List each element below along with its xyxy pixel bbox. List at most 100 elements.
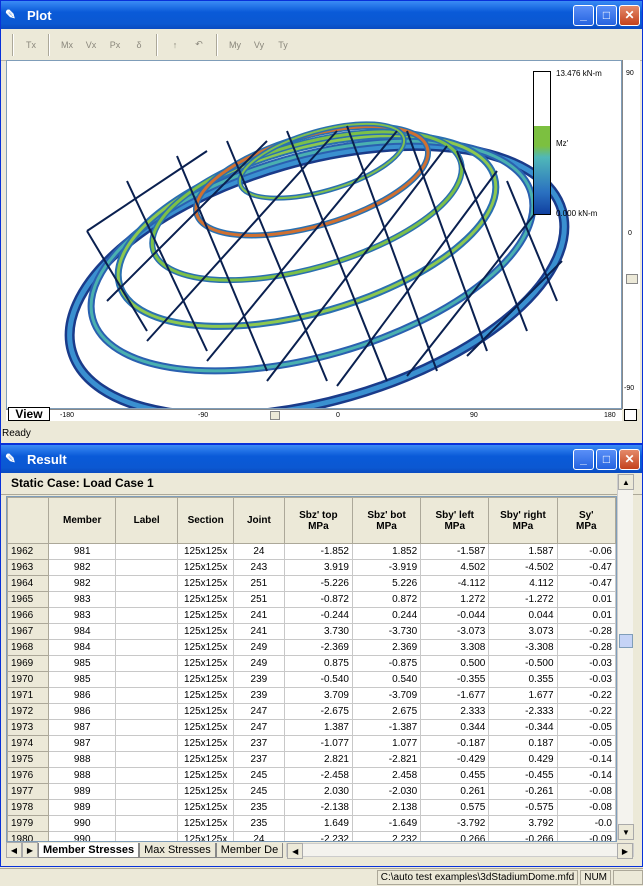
table-cell[interactable]: 125x125x xyxy=(177,767,234,784)
table-cell[interactable]: 1.272 xyxy=(420,591,490,608)
table-cell[interactable]: 2.369 xyxy=(351,639,422,656)
table-cell[interactable]: 125x125x xyxy=(177,559,234,576)
table-cell[interactable]: 249 xyxy=(233,639,285,656)
row-number[interactable]: 1969 xyxy=(7,655,50,672)
table-cell[interactable]: 247 xyxy=(233,719,285,736)
table-row[interactable]: 1973 987 125x125x 247 1.387 -1.387 0.344 -0.344… xyxy=(7,719,616,736)
table-row[interactable]: 1971 986 125x125x 239 3.709 -3.709 -1.677 1.677… xyxy=(7,687,616,704)
table-cell[interactable] xyxy=(115,687,179,704)
table-cell[interactable]: 983 xyxy=(48,607,117,624)
row-number[interactable]: 1965 xyxy=(7,591,50,608)
table-cell[interactable]: 3.308 xyxy=(420,639,490,656)
table-cell[interactable]: 0.875 xyxy=(283,655,353,672)
table-cell[interactable]: -0.344 xyxy=(488,719,558,736)
table-cell[interactable]: -0.47 xyxy=(556,559,616,576)
table-row[interactable]: 1980 990 125x125x 24 -2.232 2.232 0.266 -0.266-… xyxy=(7,831,616,841)
table-cell[interactable]: -1.587 xyxy=(420,543,490,560)
table-cell[interactable]: -3.919 xyxy=(351,559,422,576)
table-cell[interactable]: -3.792 xyxy=(420,815,490,832)
table-cell[interactable]: -1.852 xyxy=(283,543,353,560)
table-cell[interactable]: -1.272 xyxy=(488,591,558,608)
table-cell[interactable]: -4.502 xyxy=(488,559,558,576)
table-cell[interactable]: -0.28 xyxy=(556,623,616,640)
table-cell[interactable]: 125x125x xyxy=(177,719,234,736)
table-cell[interactable]: -4.112 xyxy=(420,575,490,592)
y-axis-handle[interactable] xyxy=(626,274,638,284)
table-cell[interactable]: 987 xyxy=(48,735,117,752)
table-row[interactable]: 1969 985 125x125x 249 0.875 -0.875 0.500 -0.500… xyxy=(7,655,616,672)
table-cell[interactable] xyxy=(115,671,179,688)
undo-icon[interactable]: ↶ xyxy=(195,39,203,49)
column-header[interactable]: Sby' left MPa xyxy=(420,497,490,544)
table-row[interactable]: 1970 985 125x125x 239 -0.540 0.540 -0.355 0.355… xyxy=(7,671,616,688)
table-cell[interactable]: 1.852 xyxy=(351,543,422,560)
table-cell[interactable]: 989 xyxy=(48,783,117,800)
table-cell[interactable]: 2.821 xyxy=(283,751,353,768)
row-number[interactable]: 1980 xyxy=(7,831,50,841)
table-cell[interactable]: 0.500 xyxy=(420,655,490,672)
table-cell[interactable]: -3.709 xyxy=(351,687,422,704)
table-cell[interactable]: 981 xyxy=(48,543,117,560)
table-cell[interactable] xyxy=(115,799,179,816)
vy-tool-icon[interactable]: Vy xyxy=(253,39,265,50)
table-cell[interactable]: -2.138 xyxy=(283,799,353,816)
table-cell[interactable] xyxy=(115,751,179,768)
table-cell[interactable]: -2.333 xyxy=(488,703,558,720)
table-cell[interactable] xyxy=(115,591,179,608)
tab-prev-icon[interactable]: ◀ xyxy=(6,842,22,858)
table-cell[interactable]: 5.226 xyxy=(351,575,422,592)
table-cell[interactable]: -0.575 xyxy=(488,799,558,816)
table-cell[interactable]: -2.369 xyxy=(283,639,353,656)
table-cell[interactable]: 0.01 xyxy=(556,591,616,608)
mx-tool-icon[interactable]: Mx xyxy=(61,39,73,50)
row-number[interactable]: 1977 xyxy=(7,783,50,800)
row-number[interactable]: 1978 xyxy=(7,799,50,816)
table-cell[interactable]: -5.226 xyxy=(283,575,353,592)
table-cell[interactable]: 0.344 xyxy=(420,719,490,736)
table-cell[interactable] xyxy=(115,559,179,576)
scroll-right-icon[interactable]: ▶ xyxy=(617,843,633,859)
table-cell[interactable]: 4.502 xyxy=(420,559,490,576)
minimize-button[interactable]: _ xyxy=(573,448,594,470)
table-cell[interactable]: 125x125x xyxy=(177,799,234,816)
table-cell[interactable]: 1.649 xyxy=(283,815,353,832)
vertical-scrollbar[interactable]: ▲ ▼ xyxy=(617,474,634,840)
table-cell[interactable]: -1.077 xyxy=(283,735,353,752)
table-cell[interactable]: 985 xyxy=(48,655,117,672)
table-cell[interactable]: -0.03 xyxy=(556,655,616,672)
horizontal-scrollbar[interactable]: ◀ ▶ xyxy=(286,843,634,859)
table-cell[interactable]: 2.138 xyxy=(351,799,422,816)
scroll-up-icon[interactable]: ▲ xyxy=(618,474,634,490)
row-number[interactable]: 1970 xyxy=(7,671,50,688)
table-cell[interactable]: 3.730 xyxy=(283,623,353,640)
table-cell[interactable]: 241 xyxy=(233,623,285,640)
sx-tool-icon[interactable]: δ xyxy=(136,39,142,50)
table-cell[interactable]: 245 xyxy=(233,783,285,800)
table-cell[interactable]: 986 xyxy=(48,703,117,720)
close-button[interactable]: ✕ xyxy=(619,448,640,470)
table-cell[interactable]: 239 xyxy=(233,687,285,704)
table-row[interactable]: 1974 987 125x125x 237 -1.077 1.077 -0.187 0.187… xyxy=(7,735,616,752)
maximize-button[interactable]: □ xyxy=(596,4,617,26)
table-cell[interactable]: 988 xyxy=(48,751,117,768)
arrow-up-icon[interactable]: ↑ xyxy=(172,39,178,50)
table-cell[interactable]: 125x125x xyxy=(177,543,234,560)
table-cell[interactable]: 125x125x xyxy=(177,687,234,704)
table-cell[interactable]: 249 xyxy=(233,655,285,672)
table-cell[interactable]: -0.266 xyxy=(488,831,558,841)
table-cell[interactable] xyxy=(115,655,179,672)
table-cell[interactable]: 24 xyxy=(233,831,285,841)
table-cell[interactable]: -0.28 xyxy=(556,639,616,656)
table-cell[interactable]: 0.266 xyxy=(420,831,490,841)
table-cell[interactable]: 125x125x xyxy=(177,639,234,656)
table-cell[interactable]: 0.355 xyxy=(488,671,558,688)
ty-tool-icon[interactable]: Ty xyxy=(278,39,288,50)
row-number[interactable]: 1963 xyxy=(7,559,50,576)
table-cell[interactable]: -0.872 xyxy=(283,591,353,608)
table-row[interactable]: 1967 984 125x125x 241 3.730 -3.730 -3.073 3.073… xyxy=(7,623,616,640)
table-cell[interactable]: 984 xyxy=(48,623,117,640)
scroll-down-icon[interactable]: ▼ xyxy=(618,824,634,840)
table-cell[interactable] xyxy=(115,831,179,841)
plot-titlebar[interactable]: ✎ Plot _ □ ✕ xyxy=(1,1,642,29)
table-cell[interactable]: -0.540 xyxy=(283,671,353,688)
